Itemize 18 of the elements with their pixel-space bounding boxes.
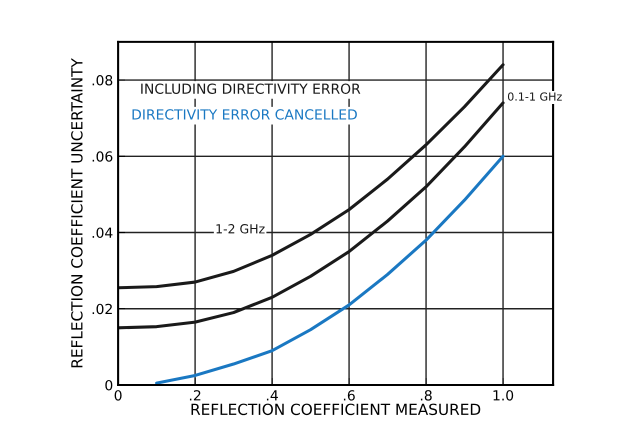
annotation: INCLUDING DIRECTIVITY ERROR xyxy=(141,83,360,94)
line-series xyxy=(155,154,505,385)
y-tick-label: .04 xyxy=(92,227,112,238)
x-tick-label: .6 xyxy=(344,390,355,401)
x-tick-label: .4 xyxy=(266,390,278,400)
y-tick-label: 0 xyxy=(105,380,112,390)
x-tick-label: 0 xyxy=(114,390,122,401)
series-label: 0.1-1 GHz xyxy=(508,92,562,101)
y-tick-label: .02 xyxy=(92,304,112,314)
series-label: 1-2 GHz xyxy=(216,224,265,234)
y-tick-label: .06 xyxy=(92,151,112,162)
x-tick-label: 1.0 xyxy=(494,390,514,401)
x-axis-title: REFLECTION COEFFICIENT MEASURED xyxy=(192,404,480,416)
text: DIRECTIVITY ERROR CANCELLED xyxy=(132,109,357,120)
y-axis-title: REFLECTION COEFFICIENT UNCERTAINTY xyxy=(71,58,83,368)
x-tick-label: .8 xyxy=(420,390,432,401)
x-tick-label: .2 xyxy=(190,390,200,400)
y-tick-label: .08 xyxy=(92,74,112,86)
